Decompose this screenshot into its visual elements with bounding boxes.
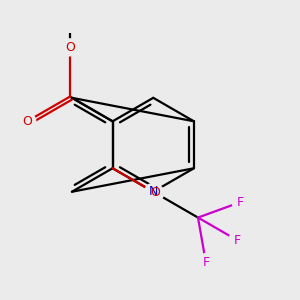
Circle shape: [147, 184, 164, 201]
Circle shape: [145, 183, 162, 200]
Text: O: O: [22, 115, 32, 128]
Circle shape: [19, 113, 36, 130]
Circle shape: [61, 39, 78, 56]
Circle shape: [232, 194, 249, 211]
Circle shape: [197, 254, 214, 271]
Text: F: F: [202, 256, 209, 269]
Text: F: F: [237, 196, 244, 208]
Text: O: O: [65, 41, 75, 54]
Text: N: N: [148, 185, 158, 198]
Circle shape: [229, 232, 246, 249]
Text: F: F: [234, 234, 241, 247]
Text: O: O: [150, 186, 160, 200]
